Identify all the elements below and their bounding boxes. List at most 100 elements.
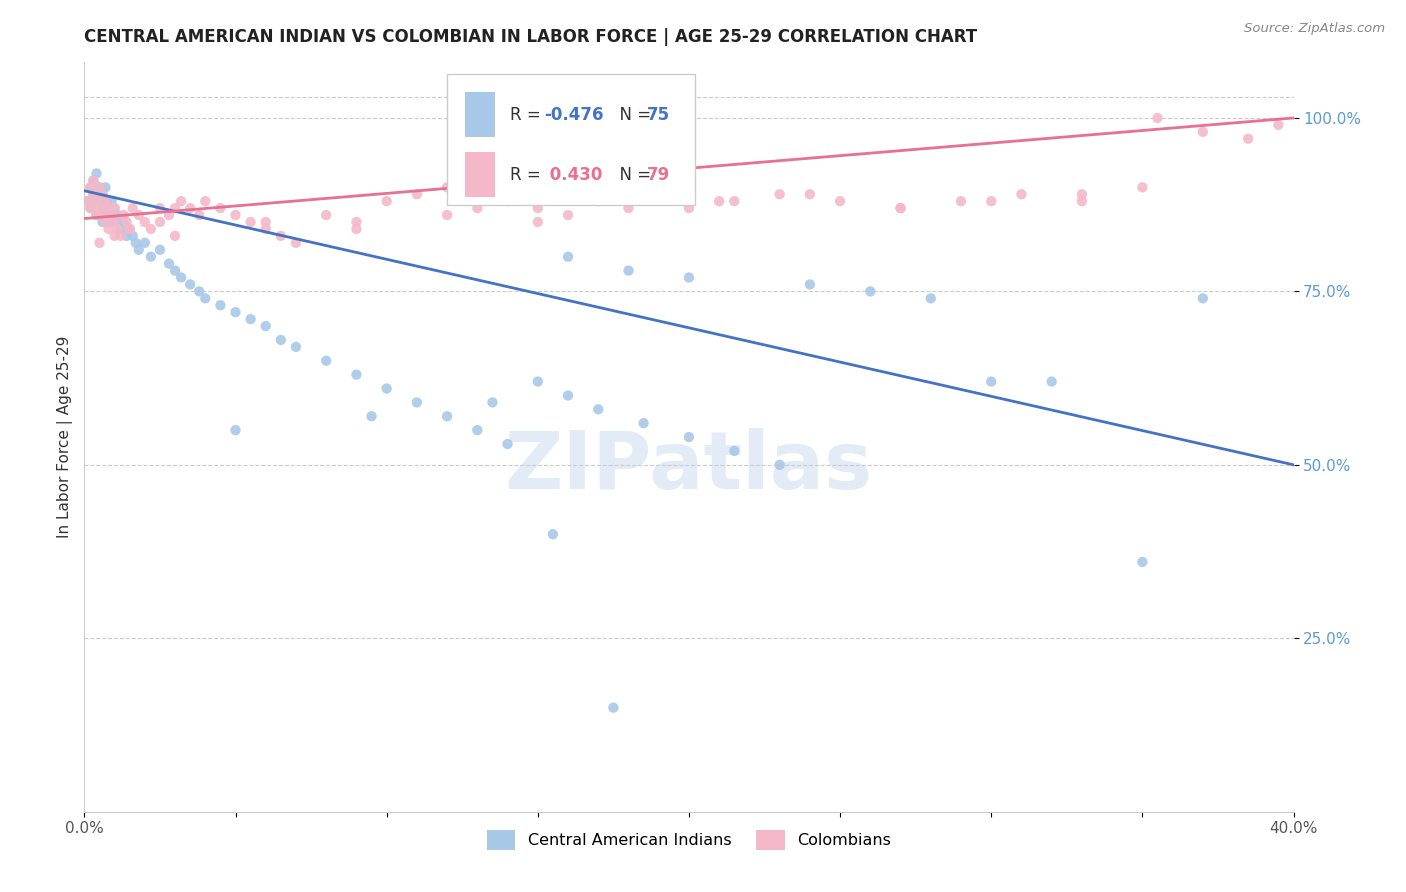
Point [541,527,564,541]
Text: Source: ZipAtlas.com: Source: ZipAtlas.com [1244,22,1385,36]
Point [115,215,138,229]
Point [678,270,700,285]
Point [209,298,232,312]
Point [799,277,821,292]
Point [100,208,122,222]
Point [82,187,104,202]
Text: N =: N = [609,106,657,124]
Point [406,395,429,409]
Point [82,187,104,202]
Point [149,201,172,215]
Point [118,222,141,236]
Point [89,208,111,222]
Point [94,208,117,222]
Point [678,430,700,444]
Point [94,194,117,209]
Point [139,250,162,264]
Point [481,395,503,409]
Point [104,215,127,229]
Point [94,194,117,209]
Point [209,201,232,215]
Point [89,180,111,194]
Point [859,285,882,299]
Point [527,375,550,389]
Point [104,201,127,215]
Point [128,208,150,222]
Text: R =: R = [510,166,546,184]
Point [79,180,101,194]
Point [121,201,143,215]
Point [91,187,114,202]
Point [91,208,114,222]
Point [360,409,382,424]
Y-axis label: In Labor Force | Age 25-29: In Labor Force | Age 25-29 [58,336,73,538]
Point [125,235,148,250]
Point [89,180,111,194]
Point [709,194,731,209]
Text: -0.476: -0.476 [544,106,603,124]
Point [1130,180,1153,194]
Point [769,187,792,202]
Point [890,201,912,215]
Point [254,215,277,229]
Point [188,208,211,222]
Point [112,215,135,229]
Point [769,458,792,472]
Point [254,319,277,334]
Point [194,194,217,209]
Point [91,187,114,202]
Point [100,208,122,222]
Point [557,208,579,222]
Point [79,201,101,215]
Point [86,166,108,180]
Point [920,291,942,305]
Point [496,194,519,209]
Point [225,305,247,319]
Point [346,222,368,236]
Point [557,250,579,264]
Point [149,215,172,229]
Text: R =: R = [510,106,546,124]
Point [76,194,98,209]
Text: 0.430: 0.430 [544,166,602,184]
Point [1237,132,1260,146]
Point [1146,111,1168,125]
Point [980,375,1002,389]
Point [588,402,610,417]
Point [467,201,489,215]
Point [270,333,292,347]
Point [97,201,120,215]
Point [128,243,150,257]
Point [91,201,114,215]
Point [315,353,337,368]
Point [557,388,579,402]
Text: CENTRAL AMERICAN INDIAN VS COLOMBIAN IN LABOR FORCE | AGE 25-29 CORRELATION CHAR: CENTRAL AMERICAN INDIAN VS COLOMBIAN IN … [84,28,977,45]
Point [436,180,458,194]
Point [830,194,852,209]
Point [89,194,111,209]
Text: 75: 75 [647,106,669,124]
Point [170,194,193,209]
Point [1040,375,1063,389]
Point [588,194,610,209]
Point [94,215,117,229]
Point [110,222,132,236]
Text: 79: 79 [647,166,669,184]
Point [436,409,458,424]
Point [617,201,640,215]
Point [104,228,127,243]
Point [527,215,550,229]
Point [239,312,262,326]
Point [633,416,655,430]
Point [1011,187,1033,202]
Point [104,201,127,215]
Point [86,208,108,222]
Point [157,257,180,271]
Point [107,208,129,222]
Point [890,201,912,215]
Point [723,194,745,209]
Point [86,194,108,209]
Point [1267,118,1289,132]
Point [82,173,104,187]
Point [633,187,655,202]
